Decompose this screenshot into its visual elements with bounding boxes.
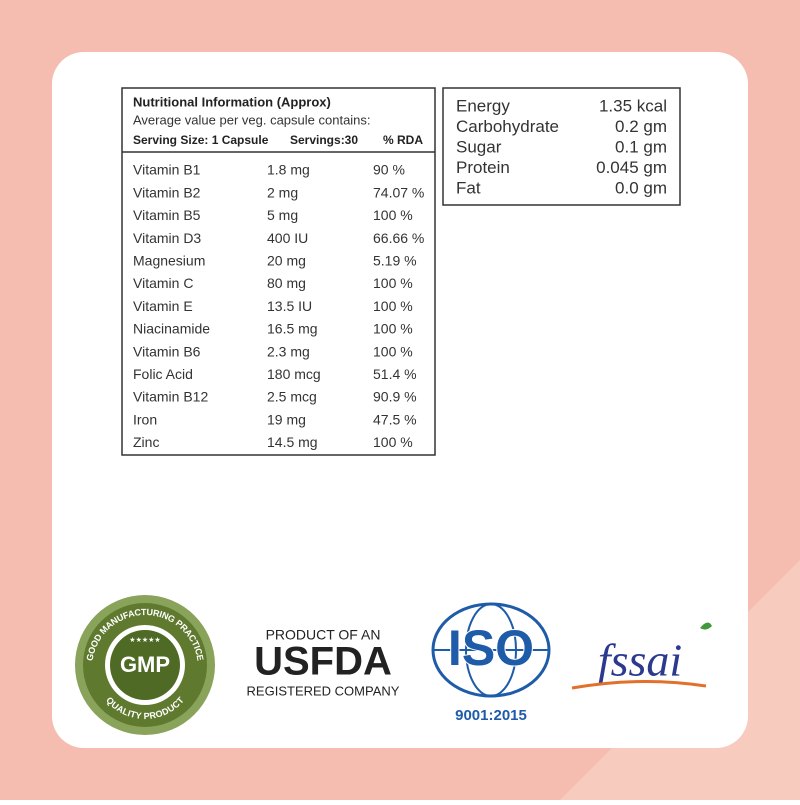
serving-size: Serving Size: 1 Capsule — [133, 133, 269, 147]
energy-label: Protein — [456, 158, 510, 177]
energy-label: Sugar — [456, 137, 502, 156]
nutrient-name: Vitamin B12 — [133, 389, 208, 405]
nutrient-amount: 2 mg — [267, 184, 298, 200]
nutrient-amount: 80 mg — [267, 275, 306, 291]
nutrient-amount: 1.8 mg — [267, 162, 310, 178]
nutrient-rda: 47.5 % — [373, 411, 417, 427]
gmp-center: GMP — [120, 652, 170, 677]
nutrient-name: Niacinamide — [133, 321, 210, 337]
nutrient-rda: 100 % — [373, 207, 413, 223]
nutrient-amount: 20 mg — [267, 253, 306, 269]
energy-table: Energy 1.35 kcal Carbohydrate 0.2 gm Sugar 0.… — [442, 87, 681, 206]
nutrient-name: Vitamin C — [133, 275, 193, 291]
nutrient-rda: 90 % — [373, 162, 405, 178]
nutrient-name: Folic Acid — [133, 366, 193, 382]
nutrient-name: Magnesium — [133, 253, 205, 269]
usfda-line3: REGISTERED COMPANY — [247, 683, 400, 698]
nutrient-rda: 66.66 % — [373, 230, 424, 246]
iso-standard: 9001:2015 — [455, 707, 527, 724]
nutrient-amount: 19 mg — [267, 411, 306, 427]
nutrient-amount: 14.5 mg — [267, 434, 318, 450]
iso-name: ISO — [448, 620, 534, 676]
nutrient-amount: 400 IU — [267, 230, 308, 246]
fssai-leaf — [700, 622, 712, 630]
nutrient-rda: 100 % — [373, 275, 413, 291]
energy-label: Energy — [456, 96, 510, 115]
table-border — [121, 87, 436, 456]
nutrient-amount: 2.5 mcg — [267, 389, 317, 405]
nutrient-rda: 100 % — [373, 343, 413, 359]
table-subtitle: Average value per veg. capsule contains: — [133, 112, 371, 127]
nutrient-name: Vitamin B5 — [133, 207, 201, 223]
gmp-core — [110, 630, 180, 700]
card — [52, 52, 748, 748]
usfda-line1: PRODUCT OF AN — [266, 627, 381, 643]
nutrient-amount: 5 mg — [267, 207, 298, 223]
nutrient-rda: 100 % — [373, 298, 413, 314]
fssai-name: fssai — [598, 635, 682, 686]
table-title: Nutritional Information (Approx) — [133, 94, 331, 109]
nutrient-rda: 5.19 % — [373, 253, 417, 269]
nutrient-amount: 13.5 IU — [267, 298, 312, 314]
energy-value: 0.0 gm — [615, 178, 667, 197]
nutrient-amount: 16.5 mg — [267, 321, 318, 337]
energy-value: 0.045 gm — [596, 158, 667, 177]
nutrient-amount: 180 mcg — [267, 366, 321, 382]
energy-value: 0.2 gm — [615, 117, 667, 136]
table-border — [442, 87, 681, 206]
nutrient-amount: 2.3 mg — [267, 343, 310, 359]
fssai-logo: fssai — [571, 622, 712, 690]
iso-logo: ISO 9001:2015 — [431, 602, 551, 724]
nutrient-rda: 90.9 % — [373, 389, 417, 405]
energy-value: 0.1 gm — [615, 137, 667, 156]
rda-header: % RDA — [383, 133, 423, 147]
energy-label: Carbohydrate — [456, 117, 559, 136]
energy-value: 1.35 kcal — [599, 96, 667, 115]
energy-label: Fat — [456, 178, 481, 197]
nutrient-name: Vitamin B2 — [133, 184, 201, 200]
nutrient-rda: 100 % — [373, 434, 413, 450]
nutrient-name: Vitamin E — [133, 298, 193, 314]
nutrient-name: Vitamin B1 — [133, 162, 201, 178]
usfda-line2: USFDA — [254, 640, 392, 684]
nutrient-rda: 74.07 % — [373, 184, 424, 200]
nutrient-name: Vitamin D3 — [133, 230, 201, 246]
servings: Servings:30 — [290, 133, 358, 147]
nutrient-rda: 51.4 % — [373, 366, 417, 382]
nutrient-name: Vitamin B6 — [133, 343, 201, 359]
nutrient-rda: 100 % — [373, 321, 413, 337]
usfda-logo: PRODUCT OF AN USFDA REGISTERED COMPANY — [247, 627, 400, 699]
nutrient-name: Zinc — [133, 434, 159, 450]
nutrition-table: Nutritional Information (Approx) Average… — [121, 87, 436, 456]
gmp-logo: GOOD MANUFACTURING PRACTICE QUALITY PROD… — [75, 595, 215, 735]
fssai-swoosh — [571, 679, 707, 690]
nutrient-name: Iron — [133, 411, 157, 427]
gmp-stars: ★★★★★ — [129, 636, 160, 644]
